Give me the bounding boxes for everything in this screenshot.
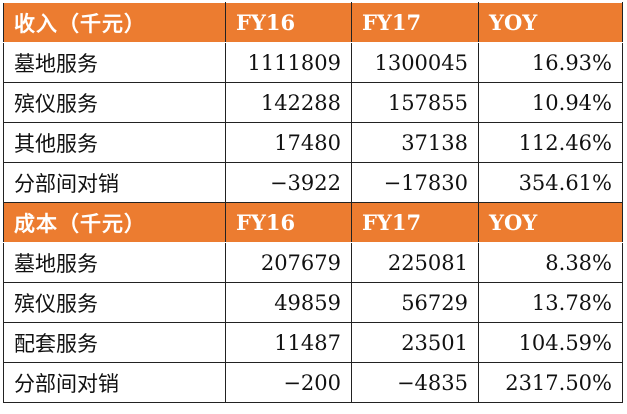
row-label: 墓地服务 — [3, 42, 226, 83]
column-header: YOY — [478, 2, 623, 43]
cell-value: 16.93% — [478, 42, 623, 83]
data-row: 配套服务 11487 23501 104.59% — [3, 322, 623, 363]
column-header: FY17 — [351, 202, 479, 243]
cell-value: 11487 — [225, 322, 352, 363]
data-row: 墓地服务 207679 225081 8.38% — [3, 242, 623, 283]
cell-value: 142288 — [225, 82, 352, 123]
column-header: FY17 — [351, 2, 479, 43]
cell-value: 23501 — [351, 322, 479, 363]
data-row: 殡仪服务 142288 157855 10.94% — [3, 82, 623, 123]
column-header: FY16 — [225, 202, 352, 243]
data-row: 墓地服务 1111809 1300045 16.93% — [3, 42, 623, 83]
cell-value: 104.59% — [478, 322, 623, 363]
cell-value: 17480 — [225, 122, 352, 163]
row-label: 其他服务 — [3, 122, 226, 163]
data-row: 其他服务 17480 37138 112.46% — [3, 122, 623, 163]
cell-value: 1111809 — [225, 42, 352, 83]
cell-value: 225081 — [351, 242, 479, 283]
cell-value: 49859 — [225, 282, 352, 323]
cell-value: 157855 — [351, 82, 479, 123]
row-label: 分部间对销 — [3, 162, 226, 203]
section-title: 收入（千元） — [3, 2, 226, 43]
cell-value: 354.61% — [478, 162, 623, 203]
section-title: 成本（千元） — [3, 202, 226, 243]
cell-value: 1300045 — [351, 42, 479, 83]
cell-value: −4835 — [351, 362, 479, 403]
cell-value: 10.94% — [478, 82, 623, 123]
row-label: 分部间对销 — [3, 362, 226, 403]
cell-value: −17830 — [351, 162, 479, 203]
cell-value: 37138 — [351, 122, 479, 163]
financial-table: 收入（千元） FY16 FY17 YOY 墓地服务 1111809 1300045 16.93… — [3, 2, 623, 403]
cell-value: −3922 — [225, 162, 352, 203]
header-row: 成本（千元） FY16 FY17 YOY — [3, 202, 623, 243]
column-header: FY16 — [225, 2, 352, 43]
row-label: 殡仪服务 — [3, 82, 226, 123]
cell-value: 8.38% — [478, 242, 623, 283]
data-row: 分部间对销 −200 −4835 2317.50% — [3, 362, 623, 403]
cell-value: 112.46% — [478, 122, 623, 163]
header-row: 收入（千元） FY16 FY17 YOY — [3, 2, 623, 43]
cell-value: −200 — [225, 362, 352, 403]
table-body: 收入（千元） FY16 FY17 YOY 墓地服务 1111809 1300045 16.93… — [3, 2, 623, 403]
cell-value: 56729 — [351, 282, 479, 323]
column-header: YOY — [478, 202, 623, 243]
data-row: 殡仪服务 49859 56729 13.78% — [3, 282, 623, 323]
row-label: 墓地服务 — [3, 242, 226, 283]
cell-value: 207679 — [225, 242, 352, 283]
cell-value: 2317.50% — [478, 362, 623, 403]
row-label: 配套服务 — [3, 322, 226, 363]
data-row: 分部间对销 −3922 −17830 354.61% — [3, 162, 623, 203]
row-label: 殡仪服务 — [3, 282, 226, 323]
cell-value: 13.78% — [478, 282, 623, 323]
